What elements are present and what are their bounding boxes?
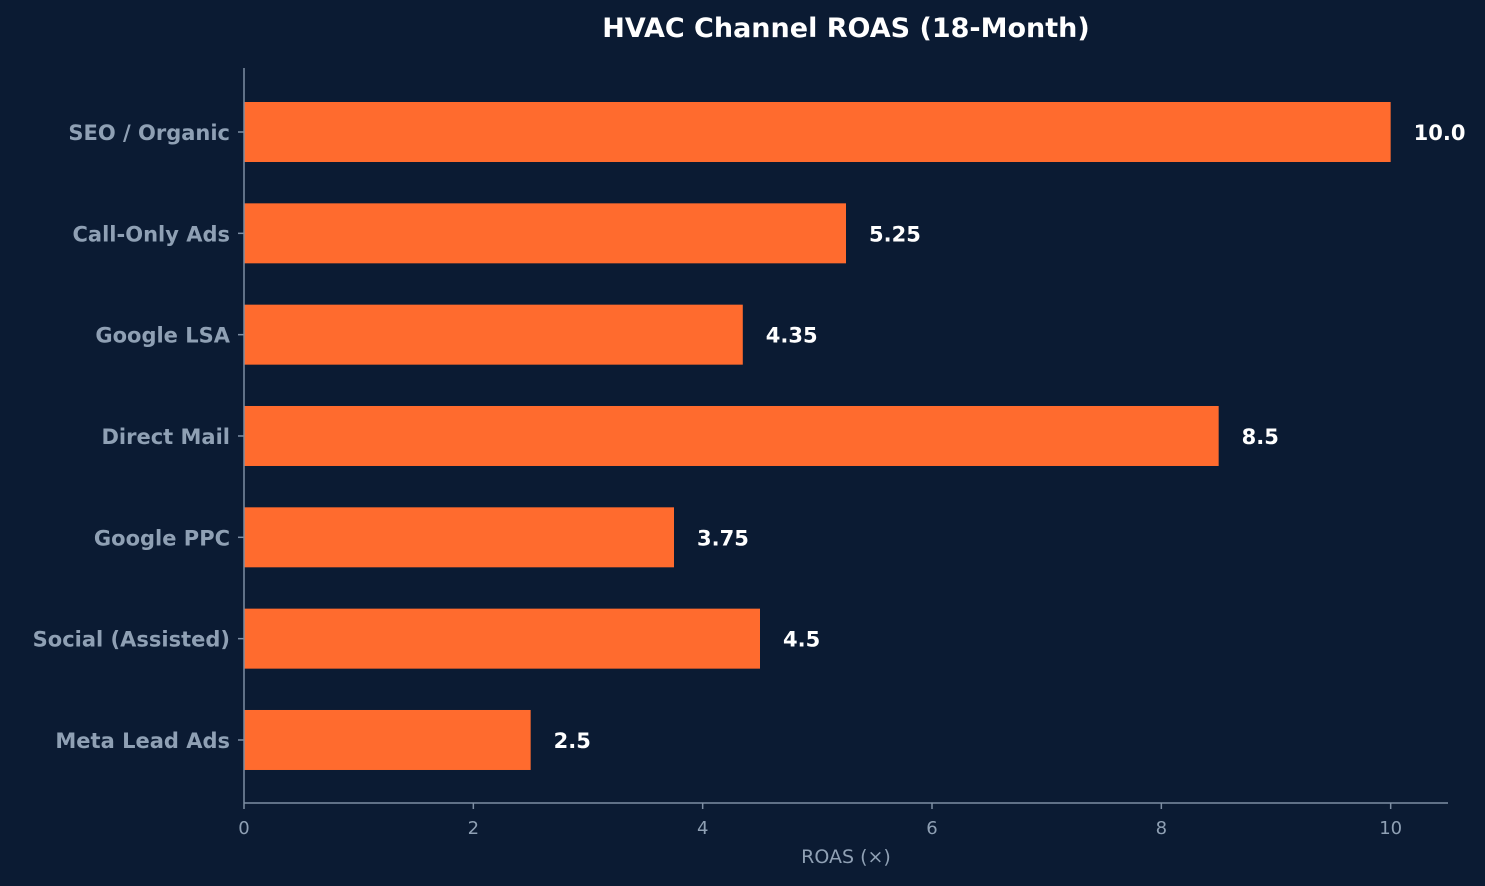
bar-value-label-4: 3.75 xyxy=(697,526,749,550)
bar-4 xyxy=(244,507,674,568)
bar-value-label-3: 8.5 xyxy=(1242,425,1279,449)
y-category-label-3: Direct Mail xyxy=(102,425,231,449)
bar-3 xyxy=(244,405,1219,466)
x-tick-label-4: 8 xyxy=(1156,818,1167,839)
bar-6 xyxy=(244,709,531,770)
bar-0 xyxy=(244,102,1391,162)
x-tick-label-5: 10 xyxy=(1379,818,1402,839)
chart-title: HVAC Channel ROAS (18-Month) xyxy=(602,13,1089,44)
bar-2 xyxy=(244,304,743,365)
y-category-label-1: Call-Only Ads xyxy=(73,222,230,246)
bar-value-label-5: 4.5 xyxy=(783,628,820,652)
y-category-label-6: Meta Lead Ads xyxy=(55,729,230,753)
y-category-label-4: Google PPC xyxy=(94,526,230,550)
y-category-label-0: SEO / Organic xyxy=(68,121,230,145)
bar-value-label-2: 4.35 xyxy=(766,324,818,348)
x-tick-label-2: 4 xyxy=(697,818,708,839)
x-tick-label-1: 2 xyxy=(468,818,479,839)
x-axis-title: ROAS (×) xyxy=(801,846,891,868)
bar-value-label-1: 5.25 xyxy=(869,222,921,246)
y-category-label-5: Social (Assisted) xyxy=(33,628,230,652)
bar-value-label-0: 10.0 xyxy=(1414,121,1466,145)
x-tick-label-0: 0 xyxy=(238,818,249,839)
bar-value-label-6: 2.5 xyxy=(554,729,591,753)
bar-5 xyxy=(244,608,760,669)
bars-layer: 10.0 5.25 4.35 8.5 3.75 4.5 2.5 xyxy=(244,102,1465,770)
y-category-label-2: Google LSA xyxy=(95,324,230,348)
bar-1 xyxy=(244,203,846,264)
x-tick-label-3: 6 xyxy=(926,818,937,839)
axes-layer: SEO / Organic Call-Only Ads Google LSA Dire… xyxy=(33,68,1448,839)
